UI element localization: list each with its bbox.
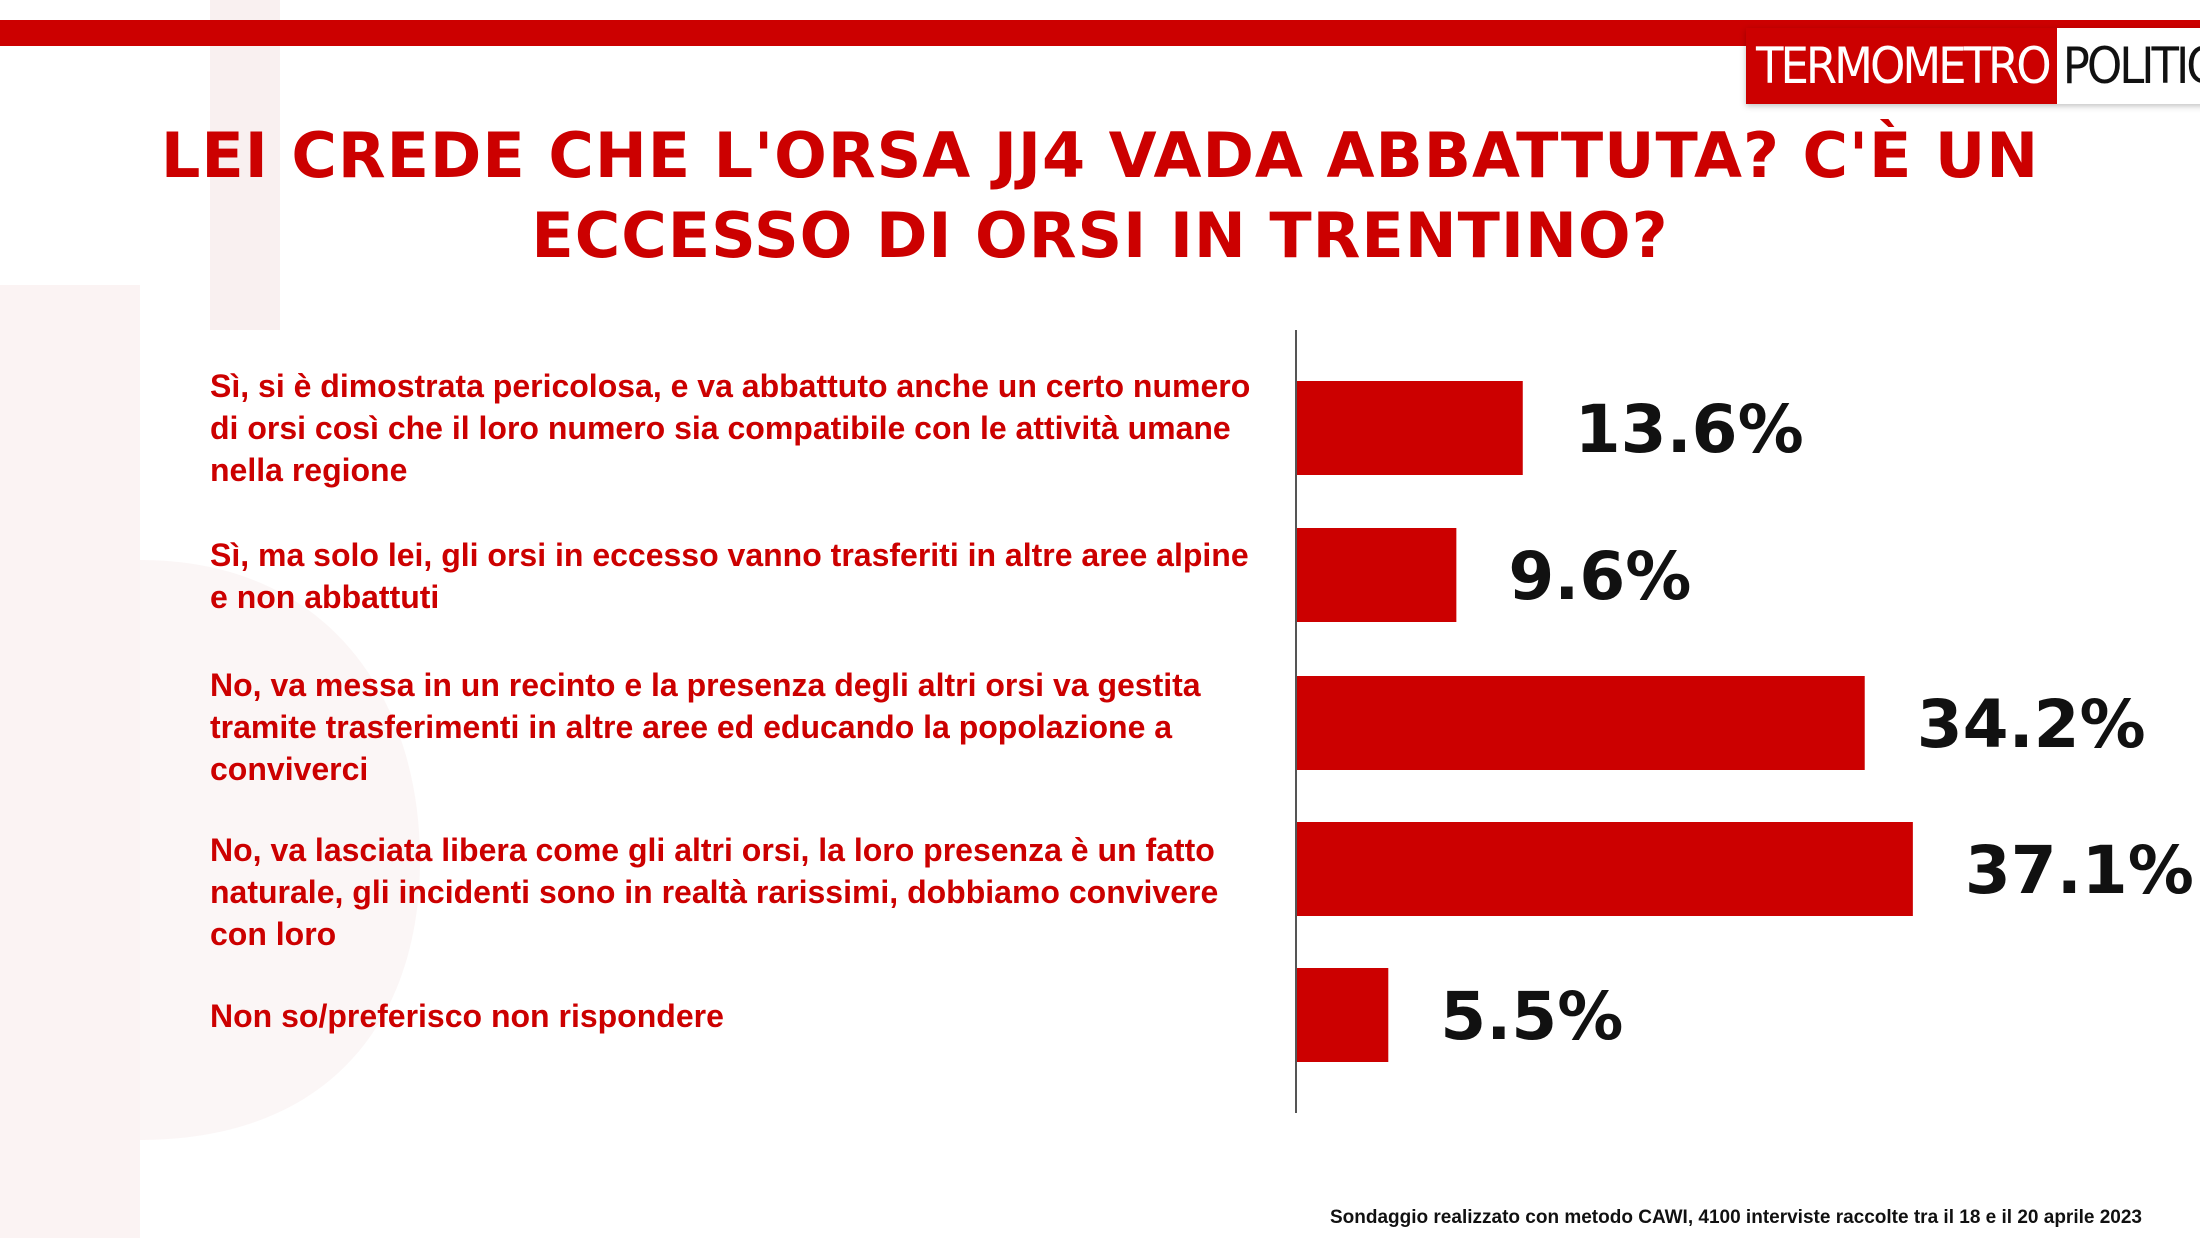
category-label: No, va lasciata libera come gli altri or… (210, 832, 1219, 952)
category-label: Sì, ma solo lei, gli orsi in eccesso van… (210, 537, 1249, 615)
y-axis-line (1295, 330, 1297, 1113)
bar (1297, 822, 1913, 916)
bar (1297, 676, 1865, 770)
brand-logo: TERMOMETRO POLITICO (1746, 28, 2200, 104)
data-label: 37.1% (1965, 832, 2194, 909)
bar (1297, 381, 1523, 475)
brand-logo-part1: TERMOMETRO (1746, 28, 2057, 104)
footnote: Sondaggio realizzato con metodo CAWI, 41… (1329, 1207, 2142, 1228)
category-label: No, va messa in un recinto e la presenza… (210, 667, 1201, 787)
data-label: 5.5% (1440, 978, 1623, 1055)
chart-title: LEI CREDE CHE L'ORSA JJ4 VADA ABBATTUTA?… (160, 119, 2040, 272)
brand-logo-part2: POLITICO (2056, 28, 2200, 104)
data-label: 9.6% (1508, 538, 1691, 615)
category-label: Non so/preferisco non rispondere (210, 998, 724, 1034)
category-label: Sì, si è dimostrata pericolosa, e va abb… (210, 368, 1251, 488)
bar (1297, 528, 1457, 622)
data-label: 34.2% (1917, 686, 2146, 763)
bar (1297, 968, 1389, 1062)
data-label: 13.6% (1575, 391, 1804, 468)
